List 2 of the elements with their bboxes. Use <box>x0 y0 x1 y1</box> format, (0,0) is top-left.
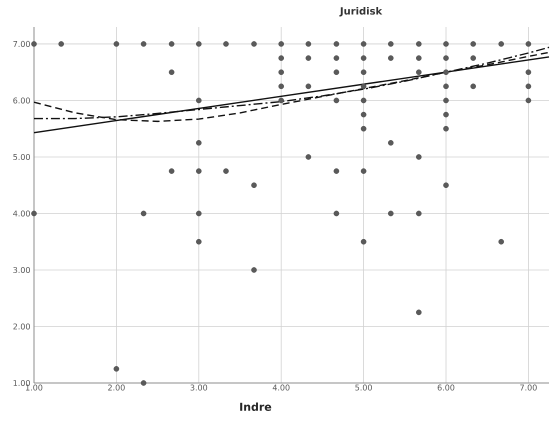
x-axis-title: Indre <box>240 402 272 411</box>
chart-title: Juridisk <box>339 6 382 17</box>
